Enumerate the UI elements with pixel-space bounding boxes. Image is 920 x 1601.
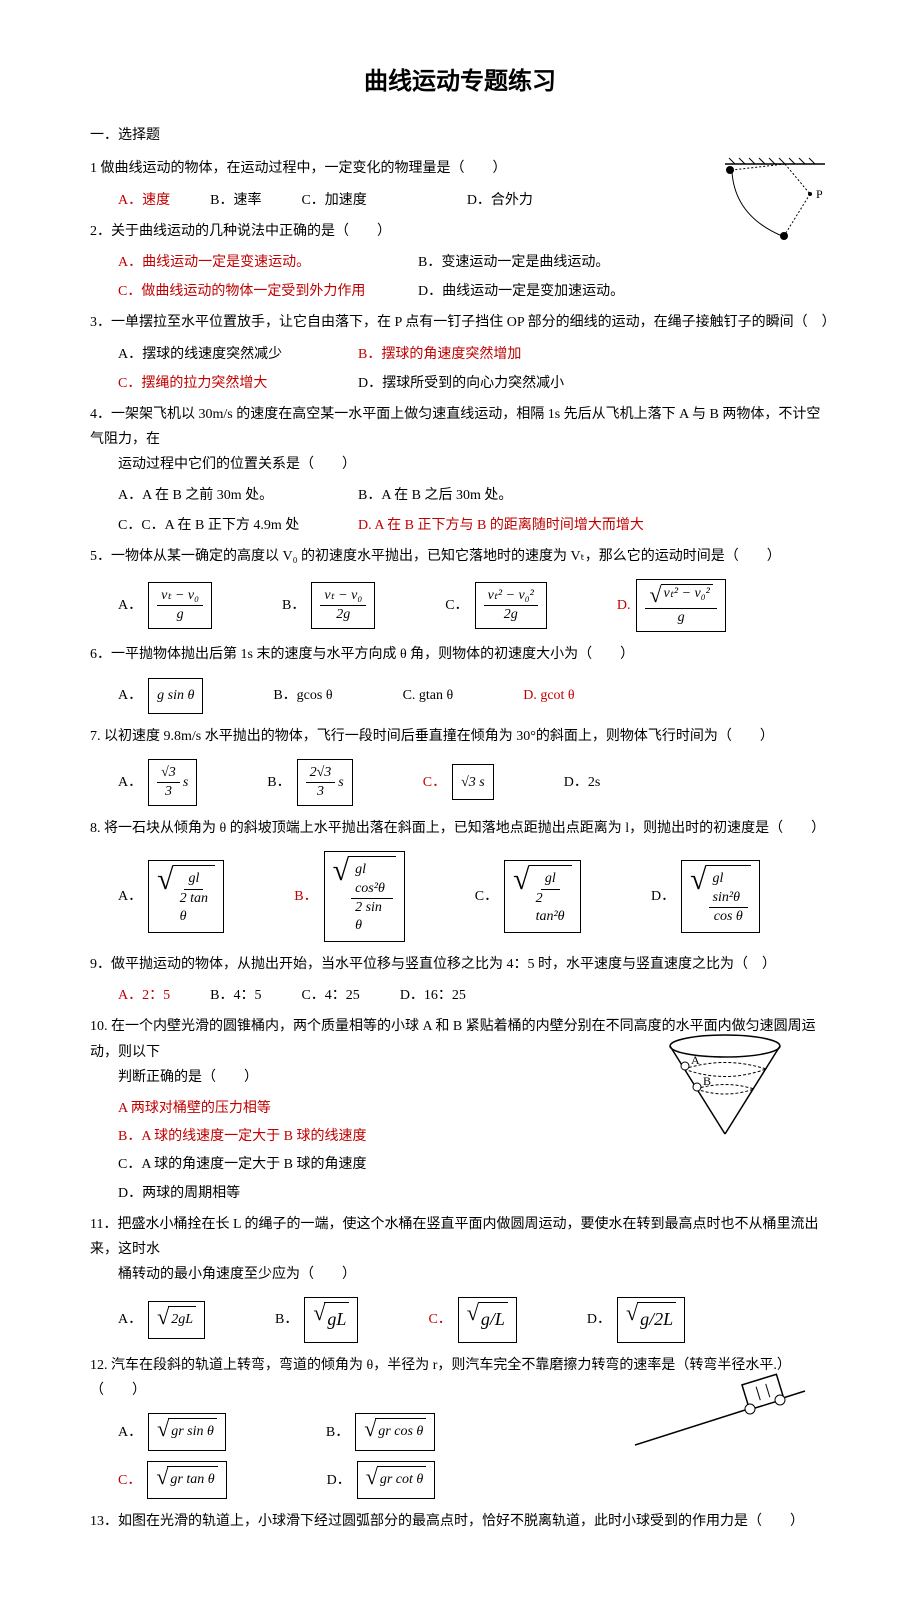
q3-opt-a: A．摆球的线速度突然减少: [118, 342, 318, 367]
q7-opt-d: D．2s: [564, 770, 601, 795]
q7-formula-a: √33s: [148, 759, 197, 806]
q7-stem: 7. 以初速度 9.8m/s 水平抛出的物体，飞行一段时间后垂直撞在倾角为 30…: [90, 724, 830, 749]
q1-opt-b: B．速率: [210, 188, 261, 213]
q6-stem: 6．一平抛物体抛出后第 1s 末的速度与水平方向成 θ 角，则物体的初速度大小为…: [90, 642, 830, 667]
q3-opt-d: D．摆球所受到的向心力突然减小: [358, 371, 564, 396]
q1-stem: 1 做曲线运动的物体，在运动过程中，一定变化的物理量是（ ）: [90, 156, 830, 181]
q9-stem: 9．做平抛运动的物体，从抛出开始，当水平位移与竖直位移之比为 4：5 时，水平速…: [90, 952, 830, 977]
q11-stem: 11．把盛水小桶拴在长 L 的绳子的一端，使这个水桶在竖直平面内做圆周运动，要使…: [90, 1212, 830, 1288]
q11-stem1: 11．把盛水小桶拴在长 L 的绳子的一端，使这个水桶在竖直平面内做圆周运动，要使…: [90, 1217, 819, 1257]
q11-label-d: D．: [587, 1307, 611, 1332]
q11-formula-c: √g/L: [458, 1297, 517, 1342]
q12-label-b: B．: [326, 1420, 349, 1445]
q4-opt-b: B．A 在 B 之后 30m 处。: [358, 483, 512, 508]
svg-text:P: P: [816, 187, 823, 201]
q5-formula-d: √vₜ² − v₀²g: [636, 579, 725, 632]
section-header: 一．选择题: [90, 123, 830, 148]
q8-formula-c: √gl2 tan²θ: [504, 860, 581, 933]
q6-options: A． g sin θ B．gcos θ C. gtan θ D. gcot θ: [118, 678, 830, 714]
q6-opt-c: C. gtan θ: [403, 683, 454, 708]
q8-options: A． √gl2 tan θ B． √gl cos²θ2 sin θ C． √gl…: [118, 851, 830, 942]
q9-opt-a: A．2：5: [118, 983, 170, 1008]
q5-label-b: B．: [282, 593, 305, 618]
q8-label-d: D．: [651, 884, 675, 909]
q2-opt-d: D．曲线运动一定是变加速运动。: [418, 279, 638, 304]
q11-formula-a: √2gL: [148, 1301, 205, 1339]
q6-opt-d: D. gcot θ: [523, 683, 574, 708]
q5-formula-b: vₜ − v₀2g: [311, 582, 375, 629]
q8-stem: 8. 将一石块从倾角为 θ 的斜坡顶端上水平抛出落在斜面上，已知落地点距抛出点距…: [90, 816, 830, 841]
q12-formula-c: √gr tan θ: [147, 1461, 226, 1499]
q1-opt-a: A．速度: [118, 188, 170, 213]
q2-opt-c: C．做曲线运动的物体一定受到外力作用: [118, 279, 338, 304]
q11-formula-d: √g/2L: [617, 1297, 685, 1342]
q3-stem: 3．一单摆拉至水平位置放手，让它自由落下，在 P 点有一钉子挡住 OP 部分的细…: [90, 310, 830, 335]
q12-formula-d: √gr cot θ: [357, 1461, 436, 1499]
q6-label-a: A．: [118, 683, 142, 708]
q12-label-c: C．: [118, 1468, 141, 1493]
q12-formula-b: √gr cos θ: [355, 1413, 435, 1451]
q10-opt-d: D．两球的周期相等: [118, 1181, 830, 1206]
q5-stem: 5．一物体从某一确定的高度以 V₀ 的初速度水平抛出，已知它落地时的速度为 Vₜ…: [90, 544, 830, 569]
q2-opt-a: A．曲线运动一定是变速运动。: [118, 250, 338, 275]
q4-stem2: 运动过程中它们的位置关系是（ ）: [90, 452, 356, 477]
q12-label-d: D．: [327, 1468, 351, 1493]
document-title: 曲线运动专题练习: [90, 60, 830, 103]
q11-label-c: C．: [428, 1307, 451, 1332]
q7-label-b: B．: [267, 770, 290, 795]
q6-opt-b: B．gcos θ: [273, 683, 332, 708]
q7-label-c: C．: [423, 770, 446, 795]
q11-options: A． √2gL B． √gL C． √g/L D． √g/2L: [118, 1297, 830, 1342]
q4-stem1: 4．一架架飞机以 30m/s 的速度在高空某一水平面上做匀速直线运动，相隔 1s…: [90, 407, 820, 447]
question-12: 12. 汽车在段斜的轨道上转弯，弯道的倾角为 θ，半径为 r，则汽车完全不靠磨擦…: [90, 1353, 830, 1500]
q11-label-b: B．: [275, 1307, 298, 1332]
q5-label-c: C．: [445, 593, 468, 618]
svg-text:B: B: [703, 1074, 711, 1088]
cone-figure: A B: [660, 1034, 790, 1144]
q4-opt-c: C．C．A 在 B 正下方 4.9m 处: [118, 513, 318, 538]
q7-label-a: A．: [118, 770, 142, 795]
q8-label-b: B．: [294, 884, 317, 909]
q2-stem: 2．关于曲线运动的几种说法中正确的是（ ）: [90, 219, 830, 244]
q8-label-a: A．: [118, 884, 142, 909]
q5-formula-a: vₜ − v₀g: [148, 582, 212, 629]
q10-stem2: 判断正确的是（ ）: [90, 1065, 258, 1090]
q6-formula-a: g sin θ: [148, 678, 203, 714]
q9-opt-c: C．4：25: [301, 983, 359, 1008]
q5-options: A． vₜ − v₀g B． vₜ − v₀2g C． vₜ² − v₀²2g …: [118, 579, 830, 632]
q8-formula-d: √gl sin²θcos θ: [681, 860, 760, 933]
q12-formula-a: √gr sin θ: [148, 1413, 226, 1451]
question-10: 10. 在一个内壁光滑的圆锥桶内，两个质量相等的小球 A 和 B 紧贴着桶的内壁…: [90, 1014, 830, 1205]
q8-label-c: C．: [475, 884, 498, 909]
q4-opt-a: A．A 在 B 之前 30m 处。: [118, 483, 318, 508]
q12-label-a: A．: [118, 1420, 142, 1445]
question-1: 1 做曲线运动的物体，在运动过程中，一定变化的物理量是（ ） A．速度 B．速率…: [90, 156, 830, 212]
q4-stem: 4．一架架飞机以 30m/s 的速度在高空某一水平面上做匀速直线运动，相隔 1s…: [90, 402, 830, 478]
q8-formula-b: √gl cos²θ2 sin θ: [324, 851, 405, 942]
incline-figure: [630, 1373, 810, 1453]
q13-stem: 13．如图在光滑的轨道上，小球滑下经过圆弧部分的最高点时，恰好不脱离轨道，此时小…: [90, 1509, 830, 1534]
q7-formula-c: √3 s: [452, 764, 494, 800]
q9-opt-d: D．16：25: [400, 983, 466, 1008]
q7-formula-b: 2√33s: [297, 759, 353, 806]
q9-opt-b: B．4：5: [210, 983, 261, 1008]
q4-opt-d: D. A 在 B 正下方与 B 的距离随时间增大而增大: [358, 513, 644, 538]
svg-text:A: A: [691, 1053, 700, 1067]
q11-stem2: 桶转动的最小角速度至少应为（ ）: [90, 1262, 356, 1287]
q11-label-a: A．: [118, 1307, 142, 1332]
q1-opt-d: D．合外力: [467, 188, 533, 213]
q2-opt-b: B．变速运动一定是曲线运动。: [418, 250, 638, 275]
q1-opt-c: C．加速度: [301, 188, 366, 213]
q5-label-a: A．: [118, 593, 142, 618]
q10-opt-c: C．A 球的角速度一定大于 B 球的角速度: [118, 1152, 830, 1177]
q3-opt-b: B．摆球的角速度突然增加: [358, 342, 521, 367]
q5-label-d: D.: [617, 593, 631, 618]
q5-formula-c: vₜ² − v₀²2g: [475, 582, 547, 629]
q11-formula-b: √gL: [304, 1297, 358, 1342]
q7-options: A． √33s B． 2√33s C． √3 s D．2s: [118, 759, 830, 806]
q3-opt-c: C．摆绳的拉力突然增大: [118, 371, 318, 396]
q8-formula-a: √gl2 tan θ: [148, 860, 224, 933]
